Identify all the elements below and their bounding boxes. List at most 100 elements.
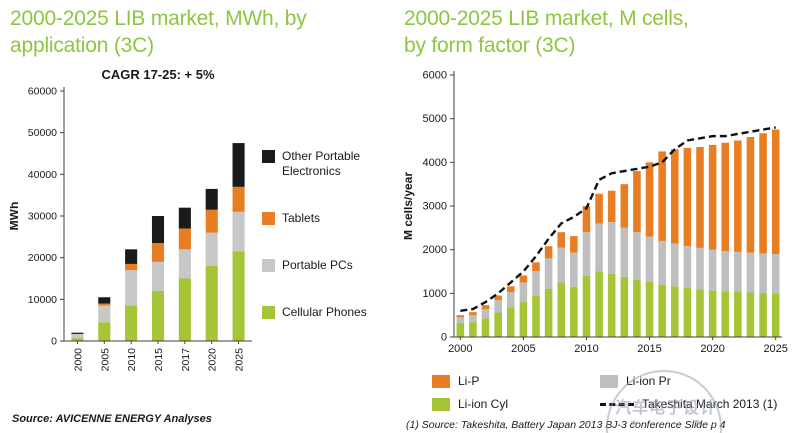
legend-item: Portable PCs xyxy=(262,258,398,273)
legend-label: Cellular Phones xyxy=(282,305,367,320)
bar-segment xyxy=(595,223,603,272)
bar-segment xyxy=(734,252,742,293)
bar-segment xyxy=(633,279,641,338)
bar-segment xyxy=(519,275,528,283)
bar-segment xyxy=(232,251,245,342)
legend-label: Tablets xyxy=(282,211,321,226)
bar-segment xyxy=(645,282,654,338)
bar-segment xyxy=(178,249,191,279)
bar-segment xyxy=(232,187,245,213)
y-axis-title: M cells/year xyxy=(404,172,415,240)
bar-segment xyxy=(205,232,218,267)
bar-segment xyxy=(734,140,742,253)
bar-segment xyxy=(746,292,755,338)
bar-segment xyxy=(620,277,629,338)
y-tick-label: 4000 xyxy=(423,157,447,169)
bar-segment xyxy=(582,206,591,233)
bar-segment xyxy=(708,145,717,250)
bar-segment xyxy=(607,222,616,274)
legend-item: Tablets xyxy=(262,211,398,226)
x-tick-label: 2005 xyxy=(99,348,111,372)
legend-swatch xyxy=(600,374,618,388)
forecast-dashed-line xyxy=(460,126,776,313)
bar-segment xyxy=(98,303,111,306)
bar-segment xyxy=(582,276,591,338)
legend-swatch xyxy=(432,374,450,388)
legend-label: Li-ion Cyl xyxy=(458,397,509,412)
bar-segment xyxy=(519,282,528,303)
bar-segment xyxy=(178,228,191,250)
right-chart-title: 2000-2025 LIB market, M cells, by form f… xyxy=(404,7,689,57)
bar-segment xyxy=(595,271,603,338)
bar-segment xyxy=(607,191,616,223)
bar-segment xyxy=(532,295,540,338)
x-tick-label: 2010 xyxy=(126,348,138,372)
bar-segment xyxy=(759,293,767,338)
bar-segment xyxy=(557,282,566,338)
bar-segment xyxy=(658,284,666,338)
bar-segment xyxy=(71,338,84,342)
legend-label: Li-P xyxy=(458,374,480,389)
bar-segment xyxy=(670,149,679,244)
y-tick-label: 20000 xyxy=(28,252,57,264)
bar-segment xyxy=(759,253,767,294)
bar-segment xyxy=(456,323,465,338)
y-tick-label: 0 xyxy=(441,332,447,344)
bar-segment xyxy=(519,302,528,338)
bar-segment xyxy=(125,305,138,342)
bar-segment xyxy=(570,236,578,254)
bar-segment xyxy=(544,258,553,290)
left-chart-area: 0 10000 20000 30000 40000 50000 60000 2000 2005 2… xyxy=(10,61,398,391)
bar-segment xyxy=(532,262,540,272)
y-tick-label: 30000 xyxy=(28,211,57,223)
legend-swatch xyxy=(262,306,275,320)
bar-segment xyxy=(570,287,578,338)
legend-item: Li-ion Cyl xyxy=(432,397,592,411)
bar-segment xyxy=(232,143,245,188)
bar-segment xyxy=(670,243,679,287)
bar-segment xyxy=(683,148,692,247)
legend-label: Portable PCs xyxy=(282,258,353,273)
bar-segment xyxy=(205,266,218,342)
y-tick-label: 3000 xyxy=(423,201,447,213)
bar-segment xyxy=(595,194,603,224)
bar-segment xyxy=(98,322,111,342)
legend-label: Other Portable Electronics xyxy=(282,149,361,179)
bar-segment xyxy=(696,147,704,249)
bar-segment xyxy=(633,232,641,280)
left-chart-legend: Other Portable Electronics Tablets Portabl… xyxy=(258,61,398,391)
bar-segment xyxy=(557,247,566,283)
legend-swatch xyxy=(432,397,450,411)
right-chart-footnote: (1) Source: Takeshita, Battery Japan 201… xyxy=(406,419,726,432)
bar-segment xyxy=(494,295,502,301)
bar-segment xyxy=(771,254,780,294)
legend-item: Cellular Phones xyxy=(262,305,398,320)
bar-segment xyxy=(469,312,477,316)
y-tick-label: 60000 xyxy=(28,86,57,98)
legend-swatch xyxy=(262,259,275,273)
bar-segment xyxy=(645,162,654,237)
bar-segment xyxy=(151,262,165,292)
bar-segment xyxy=(532,271,540,296)
x-tick-label: 2020 xyxy=(700,343,724,355)
bar-segment xyxy=(125,270,138,306)
left-chart-panel: 2000-2025 LIB market, MWh, by applicatio… xyxy=(10,6,398,429)
bar-segment xyxy=(696,289,704,338)
bar-segment xyxy=(721,142,730,252)
bar-segment xyxy=(620,228,629,278)
y-tick-label: 50000 xyxy=(28,127,57,139)
bar-segment xyxy=(71,334,84,339)
bar-segment xyxy=(759,133,767,254)
bar-segment xyxy=(125,264,138,271)
bar-segment xyxy=(98,297,111,304)
bar-segment xyxy=(771,293,780,338)
left-chart-canvas: 0 10000 20000 30000 40000 50000 60000 2000 2005 2… xyxy=(10,67,252,372)
bar-segment xyxy=(125,249,138,265)
y-tick-label: 2000 xyxy=(423,244,447,256)
bar-segment xyxy=(570,253,578,288)
x-tick-label: 2017 xyxy=(180,348,192,372)
bar-segment xyxy=(620,184,629,229)
bar-segment xyxy=(696,248,704,290)
bar-segment xyxy=(746,137,755,254)
bar-segment xyxy=(481,318,490,338)
